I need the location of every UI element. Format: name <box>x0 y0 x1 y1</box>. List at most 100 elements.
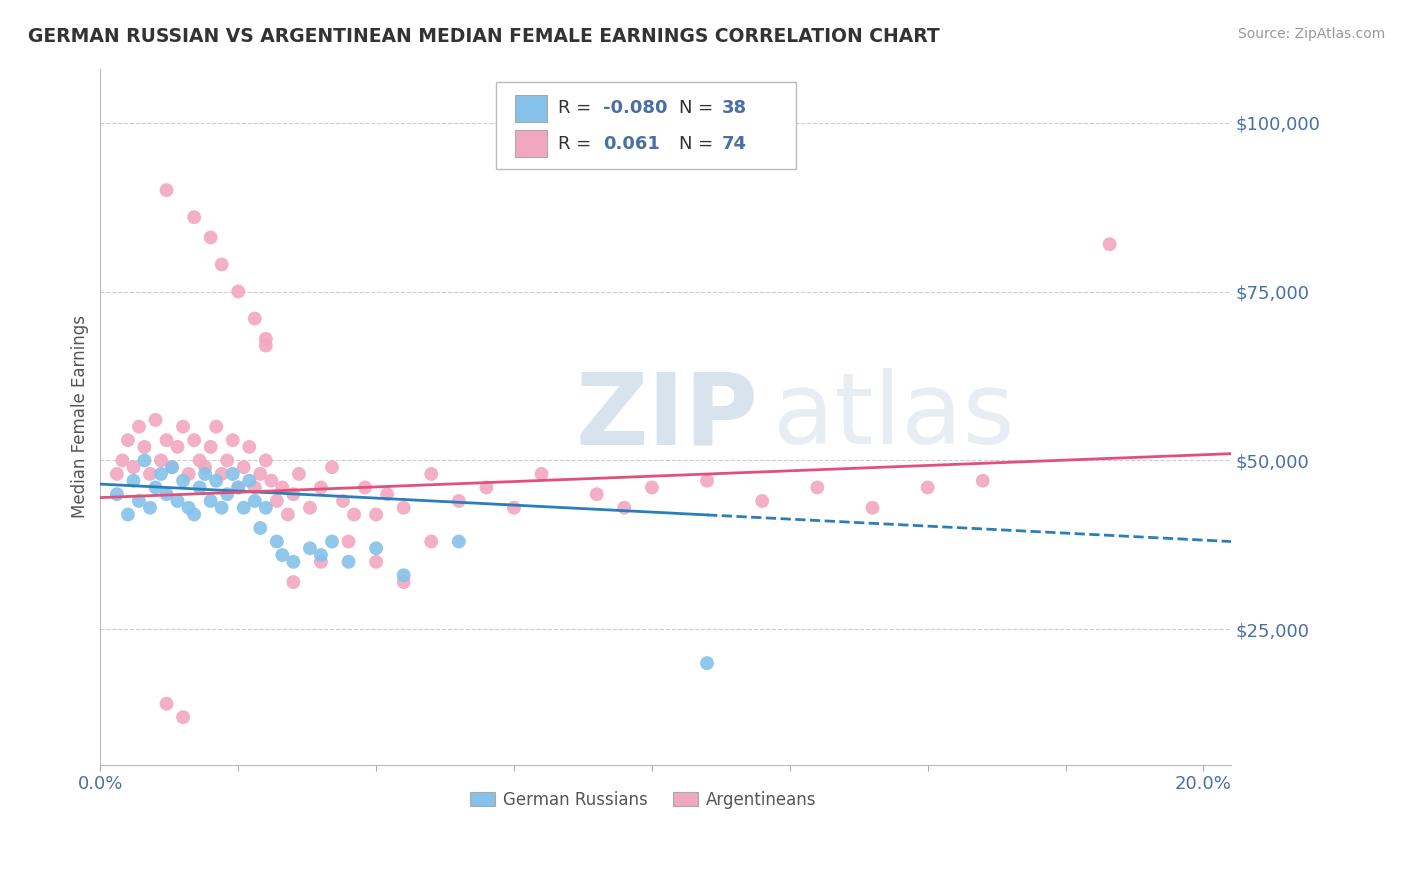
Point <box>205 474 228 488</box>
Point <box>503 500 526 515</box>
Point <box>222 433 245 447</box>
Point <box>354 480 377 494</box>
Text: R =: R = <box>558 135 592 153</box>
Point <box>166 494 188 508</box>
Point <box>751 494 773 508</box>
Point <box>139 500 162 515</box>
Point <box>194 460 217 475</box>
Point <box>145 413 167 427</box>
Text: atlas: atlas <box>773 368 1015 465</box>
Point <box>298 541 321 556</box>
Point <box>160 460 183 475</box>
Point <box>277 508 299 522</box>
Point <box>288 467 311 481</box>
Point <box>271 548 294 562</box>
Point <box>172 419 194 434</box>
Point <box>177 500 200 515</box>
Point <box>243 480 266 494</box>
Point <box>205 419 228 434</box>
Point <box>232 500 254 515</box>
Point <box>155 697 177 711</box>
Point <box>613 500 636 515</box>
Point <box>128 419 150 434</box>
Text: N =: N = <box>679 99 713 118</box>
Text: 0.061: 0.061 <box>603 135 661 153</box>
Point <box>238 474 260 488</box>
FancyBboxPatch shape <box>515 130 547 157</box>
Point <box>134 453 156 467</box>
Point <box>111 453 134 467</box>
Point <box>337 534 360 549</box>
Point <box>150 467 173 481</box>
Point <box>254 500 277 515</box>
FancyBboxPatch shape <box>496 82 796 169</box>
Point <box>447 534 470 549</box>
Point <box>862 500 884 515</box>
Y-axis label: Median Female Earnings: Median Female Earnings <box>72 315 89 518</box>
Point <box>139 467 162 481</box>
Point <box>309 548 332 562</box>
Point <box>155 487 177 501</box>
Point <box>226 480 249 494</box>
Point <box>160 460 183 475</box>
Point <box>343 508 366 522</box>
Point <box>172 710 194 724</box>
Text: GERMAN RUSSIAN VS ARGENTINEAN MEDIAN FEMALE EARNINGS CORRELATION CHART: GERMAN RUSSIAN VS ARGENTINEAN MEDIAN FEM… <box>28 27 939 45</box>
Point <box>194 467 217 481</box>
Point <box>283 575 305 590</box>
Point <box>211 500 233 515</box>
Point <box>134 440 156 454</box>
Point <box>217 453 239 467</box>
Point <box>200 440 222 454</box>
Point <box>222 467 245 481</box>
Point <box>1098 237 1121 252</box>
Point <box>166 440 188 454</box>
Point <box>188 480 211 494</box>
Point <box>155 433 177 447</box>
Text: ZIP: ZIP <box>575 368 758 465</box>
Text: N =: N = <box>679 135 713 153</box>
Point <box>585 487 607 501</box>
Point <box>475 480 498 494</box>
Point <box>366 555 388 569</box>
Point <box>200 494 222 508</box>
Point <box>243 494 266 508</box>
Point <box>254 453 277 467</box>
Point <box>226 480 249 494</box>
Point <box>447 494 470 508</box>
Legend: German Russians, Argentineans: German Russians, Argentineans <box>463 784 823 815</box>
Point <box>211 467 233 481</box>
Point <box>188 453 211 467</box>
Point <box>200 230 222 244</box>
Point <box>271 480 294 494</box>
Point <box>117 433 139 447</box>
Point <box>283 487 305 501</box>
FancyBboxPatch shape <box>515 95 547 121</box>
Point <box>972 474 994 488</box>
Point <box>420 534 443 549</box>
Point <box>309 480 332 494</box>
Point <box>232 460 254 475</box>
Point <box>254 338 277 352</box>
Point <box>128 494 150 508</box>
Point <box>392 500 415 515</box>
Text: -0.080: -0.080 <box>603 99 668 118</box>
Point <box>298 500 321 515</box>
Point <box>183 433 205 447</box>
Point <box>321 460 343 475</box>
Point <box>177 467 200 481</box>
Point <box>105 487 128 501</box>
Point <box>266 534 288 549</box>
Point <box>122 474 145 488</box>
Point <box>226 285 249 299</box>
Point <box>254 332 277 346</box>
Point <box>321 534 343 549</box>
Point <box>337 555 360 569</box>
Point <box>238 440 260 454</box>
Text: R =: R = <box>558 99 592 118</box>
Point <box>249 521 271 535</box>
Text: 74: 74 <box>723 135 747 153</box>
Point <box>283 555 305 569</box>
Point <box>150 453 173 467</box>
Point <box>806 480 828 494</box>
